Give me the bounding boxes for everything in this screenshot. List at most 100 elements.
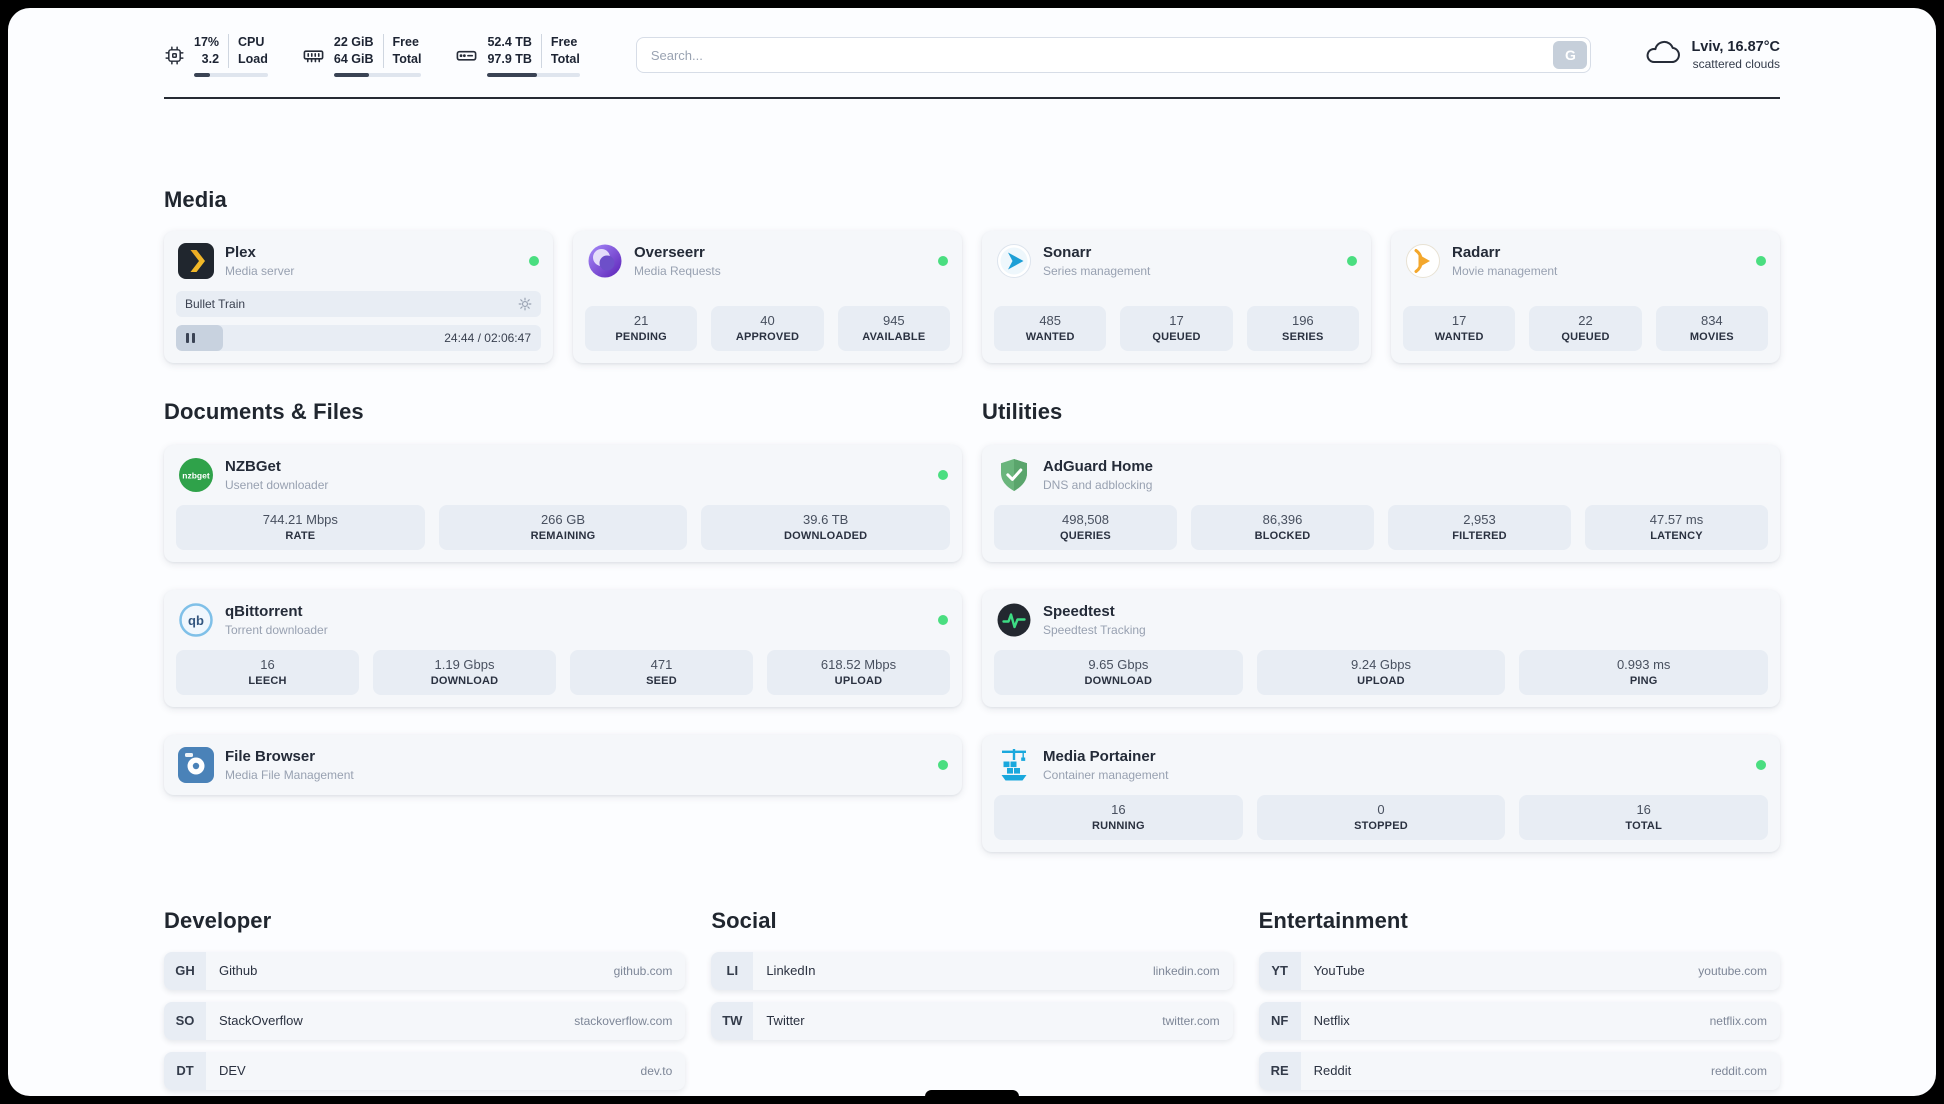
cpu-usage-value: 17%	[194, 35, 220, 49]
status-dot	[1347, 255, 1357, 266]
weather-condition: scattered clouds	[1692, 57, 1780, 72]
playback-progress-bar[interactable]: 24:44 / 02:06:47	[176, 324, 541, 351]
bookmark-url: dev.to	[640, 1063, 673, 1078]
speedtest-icon	[996, 602, 1032, 638]
app-subtitle: Media server	[225, 263, 295, 278]
status-dot	[938, 469, 948, 480]
app-subtitle: Usenet downloader	[225, 477, 329, 492]
cpu-progress-bar	[194, 72, 268, 77]
svg-text:nzbget: nzbget	[182, 470, 210, 480]
search-bar: G	[635, 37, 1592, 74]
svg-text:qb: qb	[188, 613, 204, 628]
app-card-qbittorrent[interactable]: qb qBittorrent Torrent downloader 16	[164, 589, 962, 707]
topbar: 17% 3.2 CPU Load	[164, 34, 1780, 77]
bookmark-url: netflix.com	[1709, 1013, 1767, 1028]
disk-icon	[455, 44, 478, 67]
app-title: qBittorrent	[225, 602, 303, 620]
status-dot	[938, 759, 948, 770]
bookmark-name: Reddit	[1313, 1063, 1352, 1079]
stat-queries: 498,508 QUERIES	[994, 504, 1177, 550]
section-social: Social LI LinkedIn linkedin.com TW Twitt…	[711, 907, 1233, 1040]
ram-progress-bar	[333, 72, 422, 77]
stat-queued: 22 QUEUED	[1529, 305, 1642, 351]
stat-downloaded: 39.6 TB DOWNLOADED	[701, 504, 951, 550]
bookmark-netflix[interactable]: NF Netflix netflix.com	[1258, 1001, 1780, 1040]
bookmark-abbr: YT	[1258, 951, 1301, 990]
app-card-plex[interactable]: Plex Media server Bullet Train	[164, 230, 553, 363]
bookmark-linkedin[interactable]: LI LinkedIn linkedin.com	[711, 951, 1233, 990]
cpu-progress-fill	[194, 72, 211, 77]
now-playing-title: Bullet Train	[185, 296, 246, 311]
dashboard-page: 17% 3.2 CPU Load	[8, 8, 1936, 1096]
bookmark-abbr: DT	[164, 1051, 206, 1090]
app-subtitle: Speedtest Tracking	[1043, 622, 1146, 637]
stat-download: 1.19 Gbps DOWNLOAD	[373, 649, 556, 695]
app-subtitle: Media File Management	[225, 767, 354, 782]
bookmark-name: LinkedIn	[766, 963, 816, 979]
disk-total-value: 97.9 TB	[487, 51, 532, 66]
media-grid: Plex Media server Bullet Train	[164, 230, 1780, 363]
stat-filtered: 2,953 FILTERED	[1388, 504, 1571, 550]
status-dot	[529, 255, 539, 266]
bookmark-stackoverflow[interactable]: SO StackOverflow stackoverflow.com	[164, 1001, 686, 1040]
bookmark-url: twitter.com	[1162, 1013, 1220, 1028]
app-subtitle: DNS and adblocking	[1043, 477, 1153, 492]
stat-leech: 16 LEECH	[176, 649, 359, 695]
bookmark-github[interactable]: GH Github github.com	[164, 951, 686, 990]
app-title: Plex	[225, 243, 256, 261]
app-card-speedtest[interactable]: Speedtest Speedtest Tracking 9.65 Gbps D…	[982, 589, 1780, 707]
bookmark-abbr: SO	[164, 1001, 206, 1040]
app-card-overseerr[interactable]: Overseerr Media Requests 21 PENDING 40 A…	[573, 230, 962, 363]
stat-stopped: 0 STOPPED	[1256, 794, 1506, 840]
bookmark-abbr: GH	[164, 951, 206, 990]
stat-upload: 618.52 Mbps UPLOAD	[767, 649, 950, 695]
stat-wanted: 17 WANTED	[1403, 305, 1516, 351]
bookmark-twitter[interactable]: TW Twitter twitter.com	[711, 1001, 1233, 1040]
documents-section-title: Documents & Files	[164, 398, 364, 424]
stat-upload: 9.24 Gbps UPLOAD	[1256, 649, 1506, 695]
bookmark-youtube[interactable]: YT YouTube youtube.com	[1258, 951, 1780, 990]
app-card-sonarr[interactable]: Sonarr Series management 485 WANTED 17 Q…	[982, 230, 1371, 363]
app-title: Sonarr	[1043, 243, 1092, 261]
bookmark-url: github.com	[613, 963, 673, 978]
search-provider-button[interactable]: G	[1553, 41, 1588, 70]
ram-progress-fill	[333, 72, 369, 77]
cpu-label: CPU	[238, 35, 265, 49]
bookmark-abbr: RE	[1258, 1051, 1301, 1090]
stat-pending: 21 PENDING	[585, 305, 698, 351]
bookmark-name: StackOverflow	[219, 1013, 303, 1029]
entertainment-section-title: Entertainment	[1258, 907, 1408, 933]
stat-download: 9.65 Gbps DOWNLOAD	[994, 649, 1243, 695]
disk-free-label: Free	[550, 35, 578, 49]
status-dot	[938, 255, 948, 266]
bookmark-reddit[interactable]: RE Reddit reddit.com	[1258, 1051, 1780, 1090]
app-title: Speedtest	[1043, 602, 1115, 620]
stat-available: 945 AVAILABLE	[837, 305, 950, 351]
bookmark-abbr: TW	[711, 1001, 754, 1040]
stat-remaining: 266 GB REMAINING	[438, 504, 688, 550]
ram-icon	[302, 44, 325, 67]
bookmark-url: stackoverflow.com	[574, 1013, 673, 1028]
app-card-radarr[interactable]: Radarr Movie management 17 WANTED 22 QUE…	[1391, 230, 1780, 363]
disk-total-label: Total	[550, 51, 580, 66]
playback-time: 24:44 / 02:06:47	[444, 330, 531, 345]
bookmark-dev[interactable]: DT DEV dev.to	[164, 1051, 686, 1090]
app-card-nzbget[interactable]: nzbget NZBGet Usenet downloader 744.21 M…	[164, 444, 962, 562]
search-input[interactable]	[635, 37, 1592, 74]
status-dot	[1756, 759, 1766, 770]
sonarr-icon	[996, 243, 1032, 279]
social-section-title: Social	[711, 907, 777, 933]
section-documents: Documents & Files nzbget NZBGet Usenet d…	[164, 399, 962, 795]
bookmark-url: reddit.com	[1710, 1063, 1767, 1078]
gear-icon[interactable]	[518, 297, 532, 311]
app-title: Radarr	[1452, 243, 1501, 261]
app-card-adguard[interactable]: AdGuard Home DNS and adblocking 498,508 …	[982, 444, 1780, 562]
status-dot	[938, 614, 948, 625]
filebrowser-icon	[178, 746, 214, 783]
app-card-portainer[interactable]: Media Portainer Container management 16 …	[982, 734, 1780, 852]
disk-free-value: 52.4 TB	[487, 35, 532, 49]
cpu-load-value: 3.2	[201, 51, 220, 66]
dashboard-content: Media Plex Media server	[8, 187, 1936, 1090]
app-card-filebrowser[interactable]: File Browser Media File Management	[164, 734, 962, 795]
bookmark-url: youtube.com	[1698, 963, 1767, 978]
